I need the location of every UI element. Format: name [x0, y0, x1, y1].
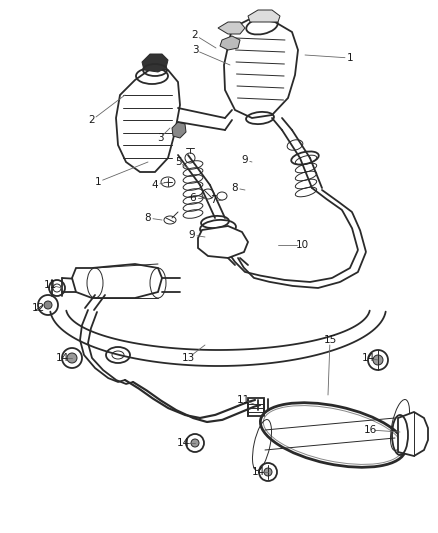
- Ellipse shape: [264, 468, 272, 476]
- Text: 9: 9: [189, 230, 195, 240]
- Polygon shape: [142, 54, 168, 72]
- Text: 7: 7: [210, 195, 216, 205]
- Text: 4: 4: [152, 180, 158, 190]
- Text: 14: 14: [177, 438, 190, 448]
- Text: 6: 6: [190, 193, 196, 203]
- Text: 2: 2: [88, 115, 95, 125]
- Text: 3: 3: [157, 133, 163, 143]
- Text: 14: 14: [251, 467, 265, 477]
- Ellipse shape: [260, 403, 406, 467]
- Polygon shape: [398, 412, 428, 456]
- Text: 10: 10: [296, 240, 308, 250]
- Text: 2: 2: [192, 30, 198, 40]
- Text: 9: 9: [242, 155, 248, 165]
- Polygon shape: [116, 68, 180, 172]
- Polygon shape: [198, 226, 248, 258]
- Text: 11: 11: [43, 280, 57, 290]
- Ellipse shape: [67, 353, 77, 363]
- Ellipse shape: [373, 355, 383, 365]
- Text: 14: 14: [361, 353, 374, 363]
- Polygon shape: [172, 122, 186, 138]
- Text: 13: 13: [181, 353, 194, 363]
- Text: 5: 5: [175, 157, 181, 167]
- Polygon shape: [218, 22, 245, 34]
- Text: 3: 3: [192, 45, 198, 55]
- FancyBboxPatch shape: [248, 398, 264, 416]
- Polygon shape: [72, 264, 162, 298]
- Text: 16: 16: [364, 425, 377, 435]
- Text: 11: 11: [237, 395, 250, 405]
- Text: 15: 15: [323, 335, 337, 345]
- Text: 8: 8: [232, 183, 238, 193]
- Text: 1: 1: [95, 177, 101, 187]
- Polygon shape: [224, 18, 298, 118]
- Text: 12: 12: [32, 303, 45, 313]
- Text: 14: 14: [55, 353, 69, 363]
- Text: 1: 1: [347, 53, 353, 63]
- Text: 8: 8: [145, 213, 151, 223]
- Ellipse shape: [191, 439, 199, 447]
- Polygon shape: [220, 36, 240, 50]
- Ellipse shape: [44, 301, 52, 309]
- Polygon shape: [248, 10, 280, 22]
